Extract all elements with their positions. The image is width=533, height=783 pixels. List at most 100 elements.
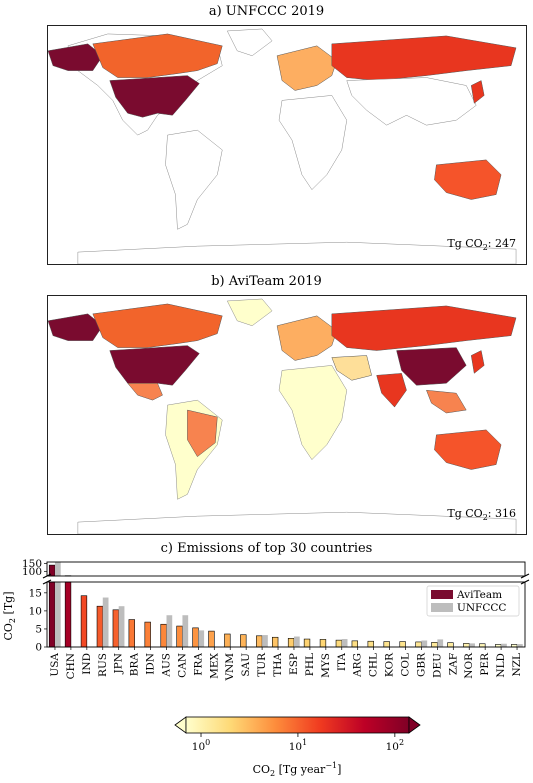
x-tick-fra: FRA [192, 653, 204, 676]
bar-aviteam-chn-lower [64, 581, 72, 648]
colorbar-gradient [185, 716, 410, 734]
bar-aviteam-vnm [224, 633, 231, 648]
russia [331, 35, 517, 81]
bar-aviteam-aus [160, 623, 167, 648]
bar-aviteam-usa-lower [48, 581, 56, 648]
x-tick-per: PER [479, 652, 491, 676]
bar-aviteam-arg [351, 640, 358, 648]
middle-east [331, 355, 372, 381]
axis-break-mark [42, 579, 52, 585]
y-tick-0: 0 [35, 642, 42, 654]
colorbar-right-extend [408, 716, 421, 734]
x-tick-idn: IDN [145, 653, 157, 675]
x-tick-tha: THA [272, 653, 284, 677]
canada [92, 33, 223, 78]
bar-aviteam-nor [463, 643, 470, 648]
europe [276, 45, 338, 91]
x-tick-can: CAN [176, 653, 188, 678]
antarctica [77, 511, 517, 534]
alaska [48, 313, 104, 341]
bar-unfccc-jpn [118, 606, 125, 647]
bar-aviteam-rus [96, 605, 104, 648]
colorbar-tick-label: 102 [386, 738, 404, 753]
bar-aviteam-per [479, 643, 486, 648]
japan [470, 350, 485, 374]
bars-layer [48, 562, 523, 648]
x-tick-nor: NOR [463, 652, 475, 679]
bar-unfccc-deu [437, 639, 444, 647]
bar-aviteam-col [399, 641, 406, 648]
china [396, 347, 467, 386]
bar-aviteam-chl [367, 640, 374, 648]
legend-aviteam-swatch [431, 590, 453, 599]
x-tick-mys: MYS [320, 653, 332, 678]
total-unfccc: Tg CO2: 247 [447, 236, 516, 252]
x-tick-tur: TUR [256, 652, 268, 677]
panel-a-title: a) UNFCCC 2019 [208, 4, 325, 19]
bar-aviteam-fra [192, 627, 199, 648]
colorbar-tick-label: 101 [289, 738, 307, 753]
bar-aviteam-phl [303, 638, 311, 648]
bar-aviteam-zaf [447, 642, 454, 648]
mexico [127, 383, 163, 401]
y-tick-15: 15 [29, 587, 42, 599]
bar-aviteam-tur [256, 635, 263, 648]
russia [331, 305, 517, 351]
bar-aviteam-ita [335, 639, 343, 648]
australia [434, 159, 502, 200]
bar-aviteam-esp [287, 638, 295, 648]
x-tick-nzl: NZL [511, 653, 523, 676]
x-tick-col: COL [400, 653, 412, 677]
bar-unfccc-rus [102, 597, 109, 647]
colorbar-ticks: 100 101 102 [192, 733, 404, 753]
usa [109, 345, 200, 388]
africa [278, 365, 348, 461]
axis-break-mark [42, 573, 52, 579]
legend-unfccc-swatch [431, 603, 453, 612]
bar-unfccc-fra [198, 630, 205, 647]
bar-aviteam-idn [144, 621, 151, 648]
x-tick-usa: USA [49, 653, 61, 677]
y-tick-100: 100 [22, 566, 42, 578]
x-tick-mex: MEX [208, 652, 220, 678]
x-tick-nld: NLD [495, 653, 507, 678]
x-tick-gbr: GBR [415, 652, 427, 677]
canada [92, 303, 223, 348]
legend-unfccc-label: UNFCCC [457, 602, 506, 614]
bar-unfccc-nor [469, 643, 475, 647]
x-tick-chl: CHL [368, 653, 380, 677]
bar-unfccc-ita [341, 639, 348, 647]
bar-unfccc-aus [166, 615, 173, 647]
y-axis-label: CO2 [Tg] [2, 592, 17, 641]
world-map-unfccc [48, 28, 517, 264]
y-tick-150: 150 [22, 558, 42, 570]
brazil [187, 409, 218, 458]
bar-aviteam-mys [319, 639, 327, 648]
bar-unfccc-esp [293, 636, 300, 647]
x-tick-aus: AUS [161, 653, 173, 678]
x-tick-jpn: JPN [113, 653, 125, 674]
x-tick-ita: ITA [336, 653, 348, 672]
india [376, 373, 407, 408]
bar-unfccc-tur [262, 635, 268, 647]
australia [434, 429, 502, 470]
bar-aviteam-jpn [112, 609, 119, 648]
south-america [165, 129, 223, 230]
x-tick-esp: ESP [288, 653, 300, 675]
map-aviteam: Tg CO2: 316 [47, 295, 527, 535]
y-tick-10: 10 [29, 605, 42, 617]
y-tick-5: 5 [35, 623, 42, 635]
x-tick-deu: DEU [431, 653, 443, 678]
panel-b-title: b) AviTeam 2019 [211, 274, 322, 289]
x-tick-zaf: ZAF [447, 653, 459, 675]
bar-aviteam-deu [431, 642, 438, 648]
bar-unfccc-usa-lower [54, 582, 61, 647]
x-tick-ind: IND [81, 653, 93, 675]
usa [109, 75, 200, 118]
colorbar-tick-label: 100 [192, 738, 210, 753]
legend-aviteam-label: AviTeam [456, 589, 502, 601]
axis-break-mark [520, 573, 530, 579]
x-tick-vnm: VNM [224, 653, 236, 682]
bar-aviteam-ind [80, 595, 88, 648]
bar-aviteam-kor [383, 641, 390, 648]
